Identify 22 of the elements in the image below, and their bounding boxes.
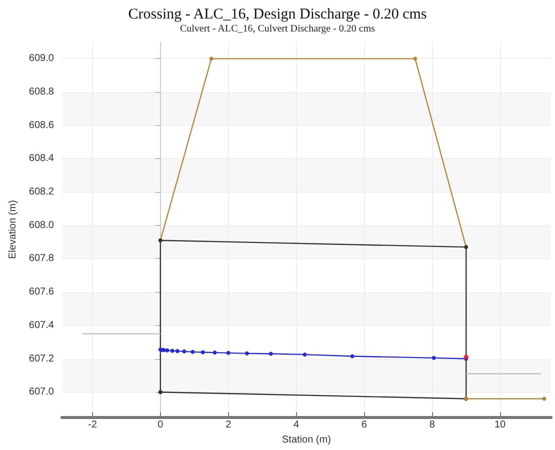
y-tick-label: 607.2: [28, 353, 54, 364]
y-tick-label: 607.8: [28, 253, 54, 264]
y-tick-label: 609.0: [28, 53, 54, 64]
x-tick-label: 0: [158, 420, 164, 431]
chart-subtitle: Culvert - ALC_16, Culvert Discharge - 0.20 cms: [180, 24, 376, 34]
y-tick-label: 607.0: [28, 386, 54, 398]
y-axis-title: Elevation (m): [8, 200, 18, 260]
y-tick-label: 607.6: [28, 286, 54, 298]
y-tick-label: 608.8: [28, 86, 54, 98]
x-tick-label: 4: [293, 420, 300, 431]
x-tick-label: 8: [429, 420, 436, 431]
y-tick-label: 608.6: [28, 120, 54, 131]
y-tick-label: 608.2: [28, 186, 54, 198]
chart-title: Crossing - ALC_16, Design Discharge - 0.20 cms: [128, 6, 427, 22]
x-tick-label: 6: [361, 420, 368, 431]
x-tick-label: 10: [494, 420, 506, 431]
y-tick-label: 607.4: [28, 320, 54, 331]
x-tick-label: -2: [88, 420, 98, 431]
y-tick-label: 608.4: [28, 153, 54, 164]
x-tick-label: 2: [226, 420, 232, 431]
y-tick-label: 608.0: [28, 220, 54, 231]
x-axis-title: Station (m): [282, 434, 331, 446]
